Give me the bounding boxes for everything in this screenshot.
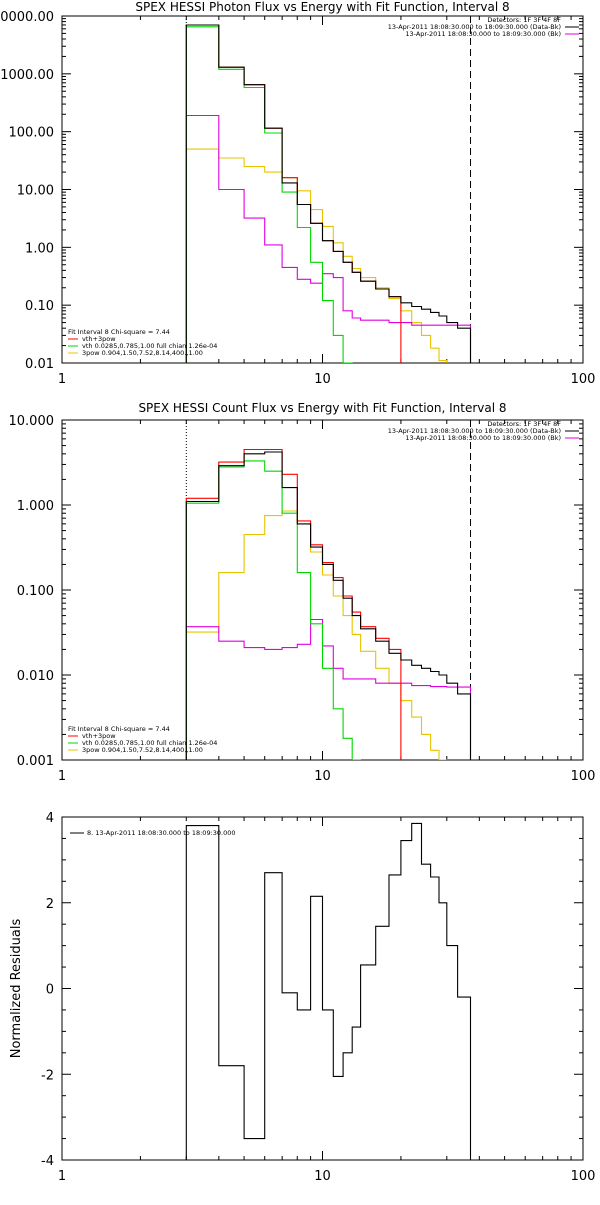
legend-top-entry: 13-Apr-2011 18:08:30.000 to 18:09:30.000… [388,427,561,435]
legend-bottom-entry: Fit Interval 8 Chi-square = 7.44 [68,725,170,733]
x-tick-label: 10 [314,1169,331,1184]
legend-bottom-entry: 3pow 0.904,1.50,7.52,8.14,400.,1.00 [82,746,203,754]
legend-top-entry: 13-Apr-2011 18:08:30.000 to 18:09:30.000… [405,434,561,442]
y-tick-label: 0.01 [25,357,54,372]
chart-panel-2: 1 10 100 0.001 0.010 0.100 1.000 10.000 SPEX HES… [9,401,596,784]
x-tick-label: 100 [571,372,596,387]
y-tick-label: 2 [46,897,54,912]
series-line-yellow [185,148,448,363]
legend-bottom-entry: vth+3pow [82,335,116,343]
x-tick-label: 100 [571,1169,596,1184]
series-line-red [185,24,402,363]
y-tick-label: 1000.00 [0,68,54,83]
series-line-green [185,26,353,363]
series-line-magenta [185,618,472,760]
y-tick-label: -2 [41,1068,54,1083]
series-group [185,822,472,1160]
y-tick-label: -4 [41,1154,54,1169]
legend-top-entry: Detectors: 1F 3F 4F 8F [487,16,561,24]
legend-bottom-entry: Fit Interval 8 Chi-square = 7.44 [68,328,170,336]
series-group [185,24,472,363]
y-tick-label: 0.001 [17,754,54,769]
series-line-black [185,24,472,363]
x-tick-label: 100 [571,769,596,784]
y-tick-label: 1.000 [17,499,54,514]
legend-bottom-entry: vth+3pow [82,732,116,740]
series-line-green [185,460,362,760]
legend-bottom-entry: vth 0.0285,0.785,1.00 full chian 1.26e-0… [82,739,217,747]
y-tick-label: 10.00 [17,184,54,199]
series-line-black [185,451,472,760]
chart-panel-1: 1 10 100 0.01 0.10 1.00 10.00 100.00 1000.00 1000… [0,0,595,387]
plot-frame [61,15,584,364]
x-tick-label: 1 [58,769,66,784]
y-tick-label: 0.010 [17,669,54,684]
x-tick-label: 10 [314,769,331,784]
x-tick-label: 1 [58,1169,66,1184]
legend-top-entry: 8. 13-Apr-2011 18:08:30.000 to 18:09:30.… [87,829,236,837]
x-tick-label: 1 [58,372,66,387]
legend-bottom-entry: 3pow 0.904,1.50,7.52,8.14,400.,1.00 [82,349,203,357]
y-tick-label: 0.100 [17,584,54,599]
plot-frame [61,419,584,761]
series-line-black [185,822,472,1160]
legend-bottom-entry: vth 0.0285,0.785,1.00 full chian 1.26e-0… [82,342,217,350]
y-tick-label: 4 [46,811,54,826]
y-tick-label: 0.10 [25,299,54,314]
y-tick-label: 10.000 [9,414,55,429]
y-tick-label: 1.00 [25,241,54,256]
y-tick-label: 10000.00 [0,10,54,25]
chart-panel-3: 1 10 100 -4 -2 0 2 4 Normalized Residuals 8. 13-A… [9,811,595,1184]
legend-top-entry: Detectors: 1F 3F 4F 8F [487,420,561,428]
x-tick-label: 10 [314,372,331,387]
chart-title: SPEX HESSI Count Flux vs Energy with Fit… [138,401,506,415]
series-group [185,448,472,760]
chart-title: SPEX HESSI Photon Flux vs Energy with Fi… [135,0,509,14]
y-axis-label: Normalized Residuals [9,919,24,1059]
y-tick-label: 0 [46,983,54,998]
series-line-yellow [185,510,448,760]
legend-top-entry: 13-Apr-2011 18:08:30.000 to 18:09:30.000… [405,30,561,38]
y-tick-label: 100.00 [9,126,55,141]
series-line-magenta [185,114,472,363]
legend-top-entry: 13-Apr-2011 18:08:30.000 to 18:09:30.000… [388,23,561,31]
